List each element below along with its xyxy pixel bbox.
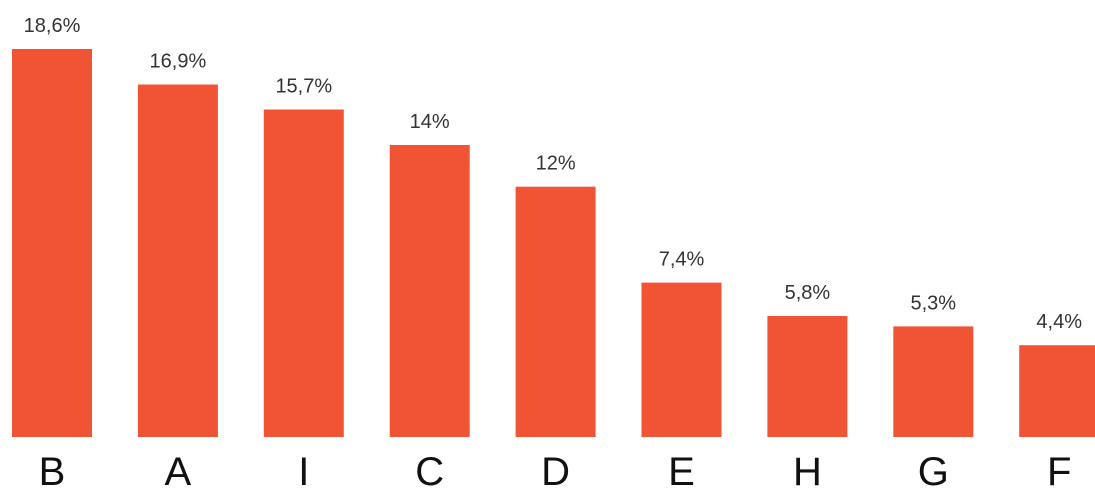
- bar-c: [389, 145, 470, 437]
- data-label-i: 15,7%: [275, 76, 332, 98]
- data-label-g: 5,3%: [911, 292, 957, 314]
- bar-g: [893, 326, 974, 437]
- data-label-d: 12%: [536, 153, 576, 175]
- category-label-d: D: [541, 450, 570, 488]
- category-label-a: A: [165, 450, 192, 488]
- data-label-e: 7,4%: [659, 249, 705, 271]
- category-label-f: F: [1047, 450, 1071, 488]
- category-label-g: G: [918, 450, 949, 488]
- bar-f: [1019, 345, 1095, 437]
- bar-d: [515, 186, 596, 437]
- category-label-e: E: [668, 450, 695, 488]
- data-label-b: 18,6%: [24, 15, 81, 37]
- category-label-b: B: [39, 450, 66, 488]
- bar-i: [263, 109, 344, 437]
- category-label-i: I: [298, 450, 309, 488]
- data-label-a: 16,9%: [150, 51, 207, 73]
- category-label-c: C: [415, 450, 444, 488]
- bar-a: [137, 84, 218, 437]
- data-label-c: 14%: [410, 111, 450, 133]
- bar-h: [767, 316, 848, 437]
- data-label-h: 5,8%: [785, 282, 831, 304]
- bar-e: [641, 282, 722, 437]
- bar-b: [12, 49, 92, 437]
- data-label-f: 4,4%: [1036, 311, 1082, 333]
- category-label-h: H: [793, 450, 822, 488]
